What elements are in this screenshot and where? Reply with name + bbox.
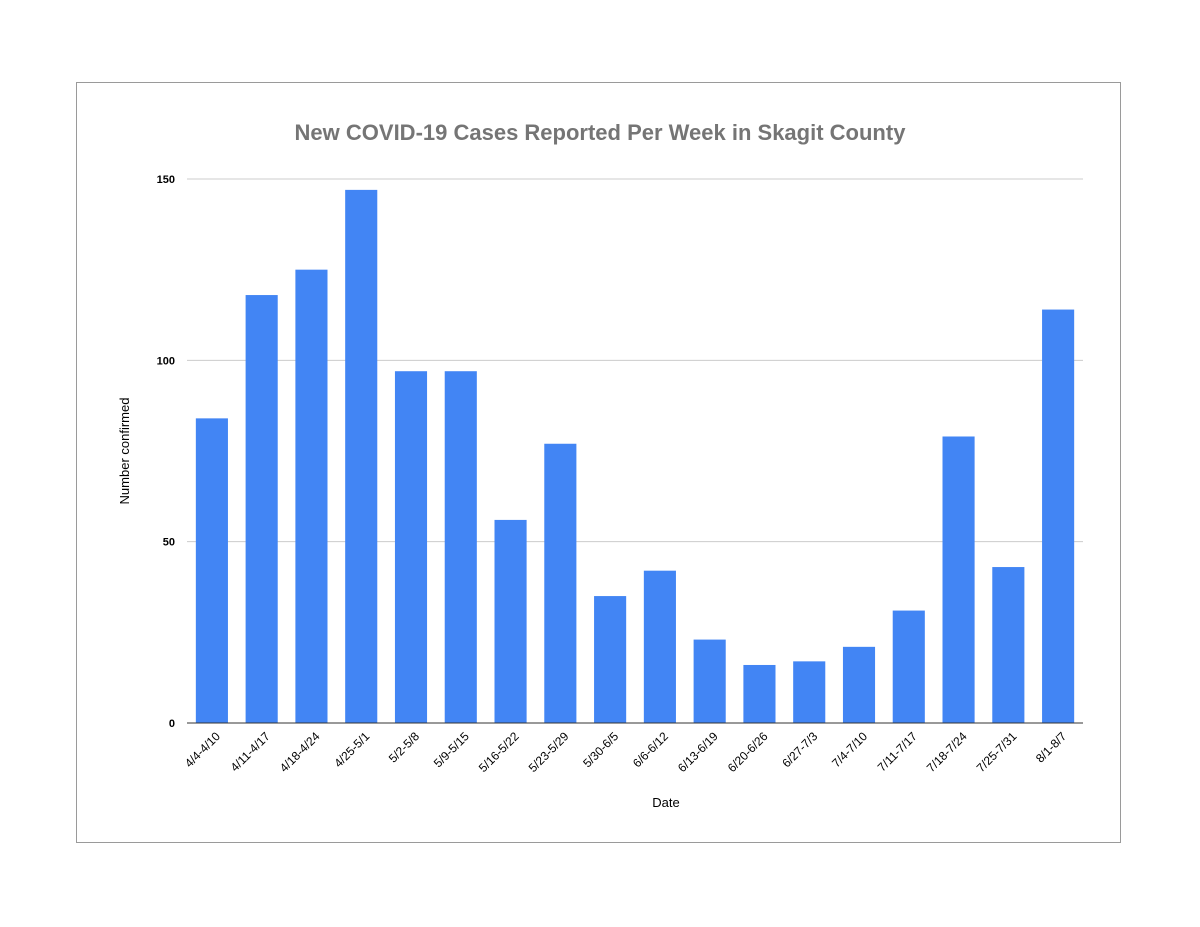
bar-chart: New COVID-19 Cases Reported Per Week in … — [117, 120, 1083, 810]
x-category-label: 4/11-4/17 — [228, 729, 273, 774]
x-category-label: 5/9-5/15 — [431, 729, 472, 770]
chart-title: New COVID-19 Cases Reported Per Week in … — [295, 120, 907, 145]
bar-6/13-6/19 — [693, 639, 726, 723]
bar-5/30-6/5 — [594, 596, 627, 723]
bar-6/27-7/3 — [793, 661, 826, 723]
x-category-label: 4/18-4/24 — [277, 729, 323, 775]
x-category-label: 4/4-4/10 — [182, 729, 223, 770]
y-axis-title: Number confirmed — [117, 398, 132, 505]
bar-5/2-5/8 — [394, 371, 428, 723]
x-category-label: 7/18-7/24 — [924, 729, 970, 775]
gridlines — [187, 178, 1083, 543]
bar-4/25-5/1 — [345, 189, 378, 723]
bar-4/11-4/17 — [245, 295, 278, 723]
bar-6/6-6/12 — [643, 570, 676, 723]
x-category-label: 5/30-6/5 — [580, 729, 621, 770]
bar-7/4-7/10 — [842, 646, 876, 723]
x-category-label: 8/1-8/7 — [1033, 729, 1070, 766]
x-category-label: 7/11-7/17 — [875, 729, 920, 774]
bar-5/9-5/15 — [444, 371, 477, 723]
x-category-label: 5/2-5/8 — [386, 729, 423, 766]
bar-7/18-7/24 — [942, 436, 975, 723]
x-category-label: 6/20-6/26 — [725, 729, 771, 775]
bar-7/25-7/31 — [992, 567, 1025, 723]
y-tick-label: 150 — [157, 174, 175, 186]
bar-6/20-6/26 — [743, 664, 776, 723]
x-category-label: 5/16-5/22 — [476, 729, 522, 775]
bar-8/1-8/7 — [1042, 309, 1075, 723]
x-category-label: 4/25-5/1 — [331, 729, 372, 770]
chart-frame: New COVID-19 Cases Reported Per Week in … — [76, 82, 1121, 843]
bar-5/16-5/22 — [494, 519, 527, 723]
bar-4/4-4/10 — [195, 418, 228, 723]
bar-5/23-5/29 — [544, 443, 577, 723]
y-tick-label: 0 — [169, 718, 175, 730]
x-axis-categories: 4/4-4/10 4/11-4/17 4/18-4/24 4/25-5/1 5/2-5/… — [182, 729, 1069, 775]
x-category-label: 5/23-5/29 — [526, 729, 572, 775]
x-category-label: 6/13-6/19 — [675, 729, 721, 775]
y-tick-label: 50 — [163, 537, 175, 549]
x-category-label: 7/25-7/31 — [974, 729, 1020, 775]
x-axis-title: Date — [652, 795, 679, 810]
bar-7/11-7/17 — [892, 610, 925, 723]
x-category-label: 7/4-7/10 — [829, 729, 870, 770]
y-tick-label: 100 — [157, 355, 175, 367]
bars — [195, 189, 1075, 723]
bar-4/18-4/24 — [295, 269, 328, 723]
x-category-label: 6/27-7/3 — [779, 729, 820, 770]
y-axis-ticks: 0 50 100 150 — [157, 174, 175, 730]
x-category-label: 6/6-6/12 — [630, 729, 671, 770]
